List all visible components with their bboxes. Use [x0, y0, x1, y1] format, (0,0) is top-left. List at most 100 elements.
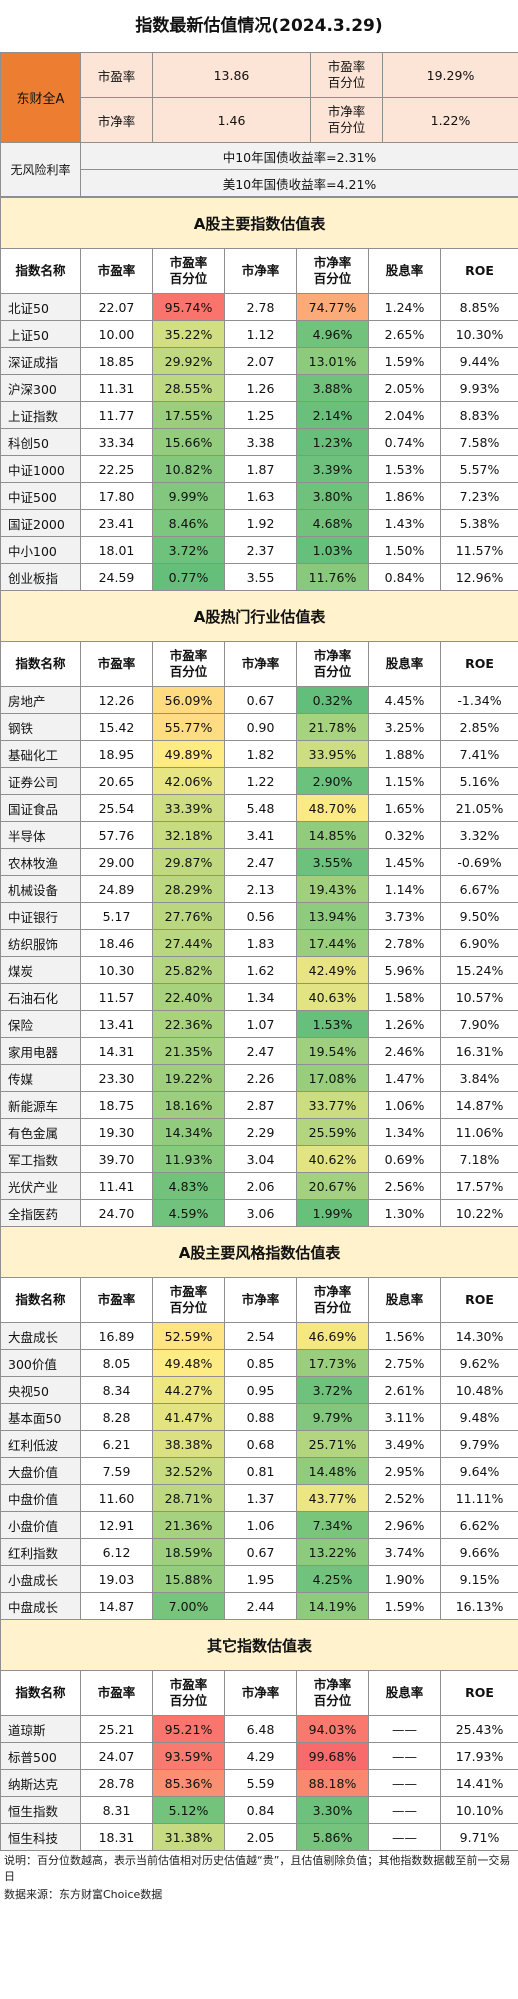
table-row: 红利低波 6.21 38.38% 0.68 25.71% 3.49% 9.79% [0, 1430, 518, 1458]
dividend-cell: 2.46% [368, 1037, 441, 1065]
dividend-cell: 1.34% [368, 1118, 441, 1146]
roe-cell: 10.22% [439, 1199, 518, 1227]
pb-cell: 2.47 [224, 848, 297, 876]
dividend-cell: 1.45% [368, 848, 441, 876]
pe-cell: 12.26 [80, 686, 153, 714]
pb-cell: 2.47 [224, 1037, 297, 1065]
dividend-cell: 1.88% [368, 740, 441, 768]
pb-cell: 1.12 [224, 320, 297, 348]
pe-cell: 24.70 [80, 1199, 153, 1227]
roe-cell: 21.05% [439, 794, 518, 822]
pe-value: 13.86 [152, 52, 311, 98]
dividend-cell: 1.90% [368, 1565, 441, 1593]
pb-pct-cell: 20.67% [296, 1172, 369, 1200]
roe-cell: 6.67% [439, 875, 518, 903]
pe-cell: 57.76 [80, 821, 153, 849]
roe-cell: 6.90% [439, 929, 518, 957]
table-row: 红利指数 6.12 18.59% 0.67 13.22% 3.74% 9.66% [0, 1538, 518, 1566]
pb-cell: 0.67 [224, 1538, 297, 1566]
pb-pct-cell: 9.79% [296, 1403, 369, 1431]
col-header-roe: ROE [439, 641, 518, 687]
pb-cell: 6.48 [224, 1715, 297, 1743]
pb-cell: 0.56 [224, 902, 297, 930]
pb-cell: 2.13 [224, 875, 297, 903]
index-name-cell: 标普500 [0, 1742, 81, 1770]
pe-pct-cell: 42.06% [152, 767, 225, 795]
pb-cell: 5.48 [224, 794, 297, 822]
col-header-pb: 市净率 [224, 248, 297, 294]
index-name-cell: 上证50 [0, 320, 81, 348]
table-row: 上证50 10.00 35.22% 1.12 4.96% 2.65% 10.30% [0, 320, 518, 348]
pe-cell: 29.00 [80, 848, 153, 876]
roe-cell: 10.57% [439, 983, 518, 1011]
pe-cell: 11.60 [80, 1484, 153, 1512]
index-name-cell: 300价值 [0, 1349, 81, 1377]
index-name-cell: 恒生指数 [0, 1796, 81, 1824]
pe-cell: 16.89 [80, 1322, 153, 1350]
pb-cell: 3.41 [224, 821, 297, 849]
table-row: 沪深300 11.31 28.55% 1.26 3.88% 2.05% 9.93% [0, 374, 518, 402]
pe-cell: 15.42 [80, 713, 153, 741]
roe-cell: 12.96% [439, 563, 518, 591]
table-row: 恒生科技 18.31 31.38% 2.05 5.86% —— 9.71% [0, 1823, 518, 1851]
pe-pct-cell: 3.72% [152, 536, 225, 564]
pe-cell: 23.30 [80, 1064, 153, 1092]
pe-cell: 25.54 [80, 794, 153, 822]
pe-pct-cell: 29.92% [152, 347, 225, 375]
dividend-cell: 2.96% [368, 1511, 441, 1539]
roe-cell: 7.58% [439, 428, 518, 456]
pb-pct-cell: 3.39% [296, 455, 369, 483]
pb-cell: 1.83 [224, 929, 297, 957]
pe-pct-cell: 49.48% [152, 1349, 225, 1377]
pe-pct-label: 市盈率 百分位 [310, 52, 383, 98]
table-row: 小盘成长 19.03 15.88% 1.95 4.25% 1.90% 9.15% [0, 1565, 518, 1593]
pb-pct-cell: 2.14% [296, 401, 369, 429]
pb-cell: 2.87 [224, 1091, 297, 1119]
pe-pct-cell: 28.55% [152, 374, 225, 402]
pb-pct-cell: 33.77% [296, 1091, 369, 1119]
index-name-cell: 机械设备 [0, 875, 81, 903]
col-header-name: 指数名称 [0, 641, 81, 687]
roe-cell: 7.41% [439, 740, 518, 768]
footer-source: 数据来源：东方财富Choice数据 [4, 1888, 163, 1901]
table-row: 光伏产业 11.41 4.83% 2.06 20.67% 2.56% 17.57% [0, 1172, 518, 1200]
pb-pct-cell: 42.49% [296, 956, 369, 984]
dividend-cell: 0.74% [368, 428, 441, 456]
col-header-pb-pct: 市净率 百分位 [296, 1670, 369, 1716]
pb-cell: 2.05 [224, 1823, 297, 1851]
pb-pct-cell: 14.85% [296, 821, 369, 849]
pe-cell: 7.59 [80, 1457, 153, 1485]
pb-cell: 0.90 [224, 713, 297, 741]
table-row: 石油石化 11.57 22.40% 1.34 40.63% 1.58% 10.57% [0, 983, 518, 1011]
pe-cell: 8.28 [80, 1403, 153, 1431]
pb-pct-cell: 13.22% [296, 1538, 369, 1566]
dividend-cell: 2.52% [368, 1484, 441, 1512]
pe-pct-cell: 11.93% [152, 1145, 225, 1173]
dividend-cell: 2.05% [368, 374, 441, 402]
pe-pct-cell: 14.34% [152, 1118, 225, 1146]
table-row: 中证1000 22.25 10.82% 1.87 3.39% 1.53% 5.57% [0, 455, 518, 483]
summary-table: 东财全A 市盈率 13.86 市盈率 百分位 19.29% 市净率 1.46 市净… [0, 52, 518, 197]
pe-pct-cell: 52.59% [152, 1322, 225, 1350]
pe-pct-cell: 19.22% [152, 1064, 225, 1092]
dividend-cell: 1.43% [368, 509, 441, 537]
pe-cell: 5.17 [80, 902, 153, 930]
index-name-cell: 光伏产业 [0, 1172, 81, 1200]
pb-pct-cell: 0.32% [296, 686, 369, 714]
pe-pct-cell: 55.77% [152, 713, 225, 741]
roe-cell: 9.93% [439, 374, 518, 402]
pb-cell: 0.68 [224, 1430, 297, 1458]
dividend-cell: —— [368, 1715, 441, 1743]
table-row: 北证50 22.07 95.74% 2.78 74.77% 1.24% 8.85% [0, 293, 518, 321]
pb-cell: 1.06 [224, 1511, 297, 1539]
table-row: 中小100 18.01 3.72% 2.37 1.03% 1.50% 11.57% [0, 536, 518, 564]
pe-pct-cell: 8.46% [152, 509, 225, 537]
pb-cell: 1.62 [224, 956, 297, 984]
dividend-cell: 1.59% [368, 347, 441, 375]
roe-cell: 11.11% [439, 1484, 518, 1512]
pe-cell: 6.12 [80, 1538, 153, 1566]
table-row: 创业板指 24.59 0.77% 3.55 11.76% 0.84% 12.96% [0, 563, 518, 591]
pb-cell: 2.26 [224, 1064, 297, 1092]
dividend-cell: 3.49% [368, 1430, 441, 1458]
index-name-cell: 基础化工 [0, 740, 81, 768]
